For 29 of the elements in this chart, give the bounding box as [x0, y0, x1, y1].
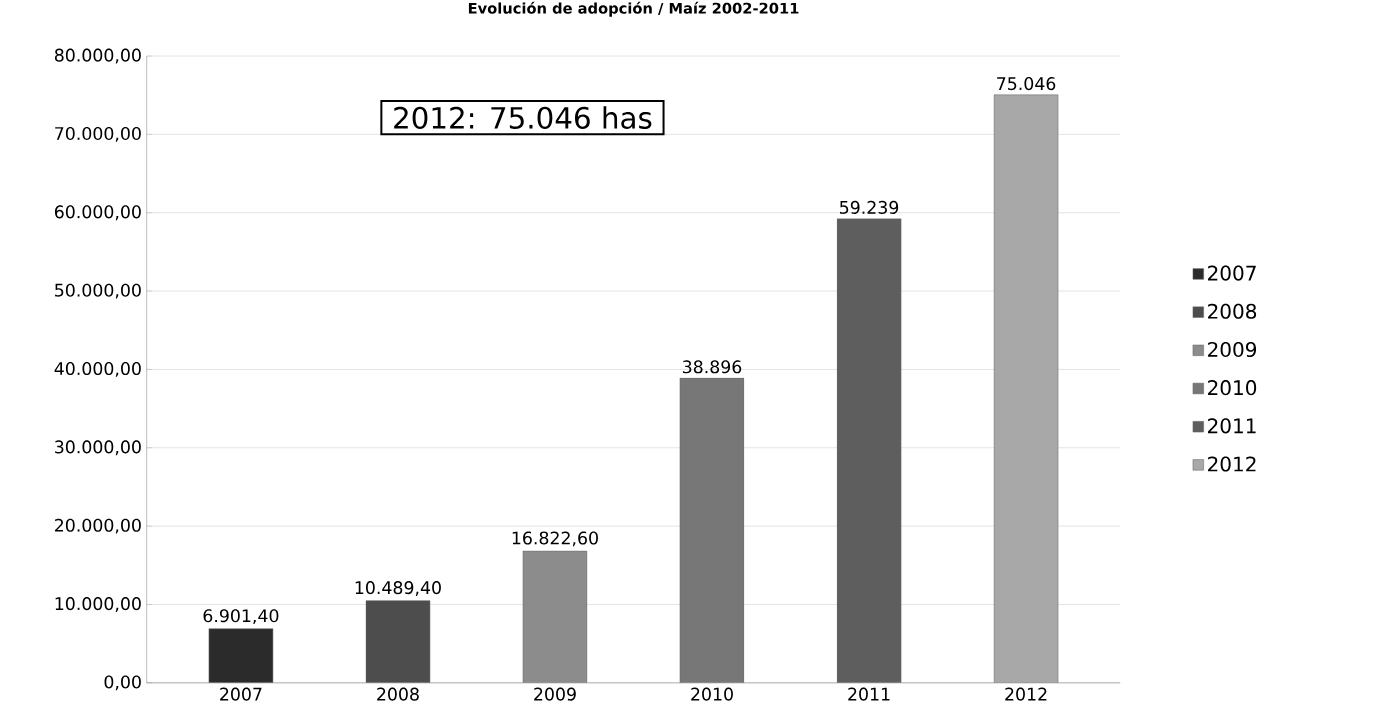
data-label: 75.046 [997, 77, 1056, 91]
y-tick-label: 70.000,00 [55, 127, 141, 142]
y-tick-label: 80.000,00 [54, 48, 141, 64]
data-label: 16.822,60 [512, 531, 598, 547]
legend-label: 2008 [1208, 303, 1257, 319]
y-tick-label: 40.000,00 [54, 362, 141, 377]
chart-title: Evolución de adopción / Maíz 2002-2011 [468, 1, 799, 17]
data-label: 59.239 [840, 200, 899, 215]
y-tick-label: 10.000,00 [55, 597, 141, 612]
y-tick-label: 50.000,00 [55, 283, 141, 299]
data-label: 6.901,40 [203, 609, 279, 625]
annotation: 2012: 75.046 has [394, 106, 652, 130]
legend-label: 2012 [1208, 456, 1256, 472]
y-tick-label: 20.000,00 [55, 518, 141, 534]
data-label: 38.896 [682, 360, 742, 374]
legend-label: 2010 [1208, 380, 1257, 396]
legend-label: 2007 [1208, 265, 1256, 281]
legend-label: 2011 [1208, 418, 1256, 434]
x-tick-label: 2012 [1005, 687, 1047, 701]
y-tick-label: 60.000,00 [54, 205, 141, 221]
x-tick-label: 2011 [848, 687, 890, 701]
data-label: 10.489,40 [355, 581, 441, 597]
x-tick-label: 2010 [691, 687, 733, 701]
x-tick-label: 2008 [377, 687, 419, 701]
legend-label: 2009 [1208, 341, 1257, 358]
x-tick-label: 2007 [220, 687, 262, 701]
x-tick-label: 2009 [534, 687, 576, 701]
y-tick-label: 30.000,00 [55, 440, 141, 456]
y-tick-label: 0,00 [104, 675, 141, 691]
